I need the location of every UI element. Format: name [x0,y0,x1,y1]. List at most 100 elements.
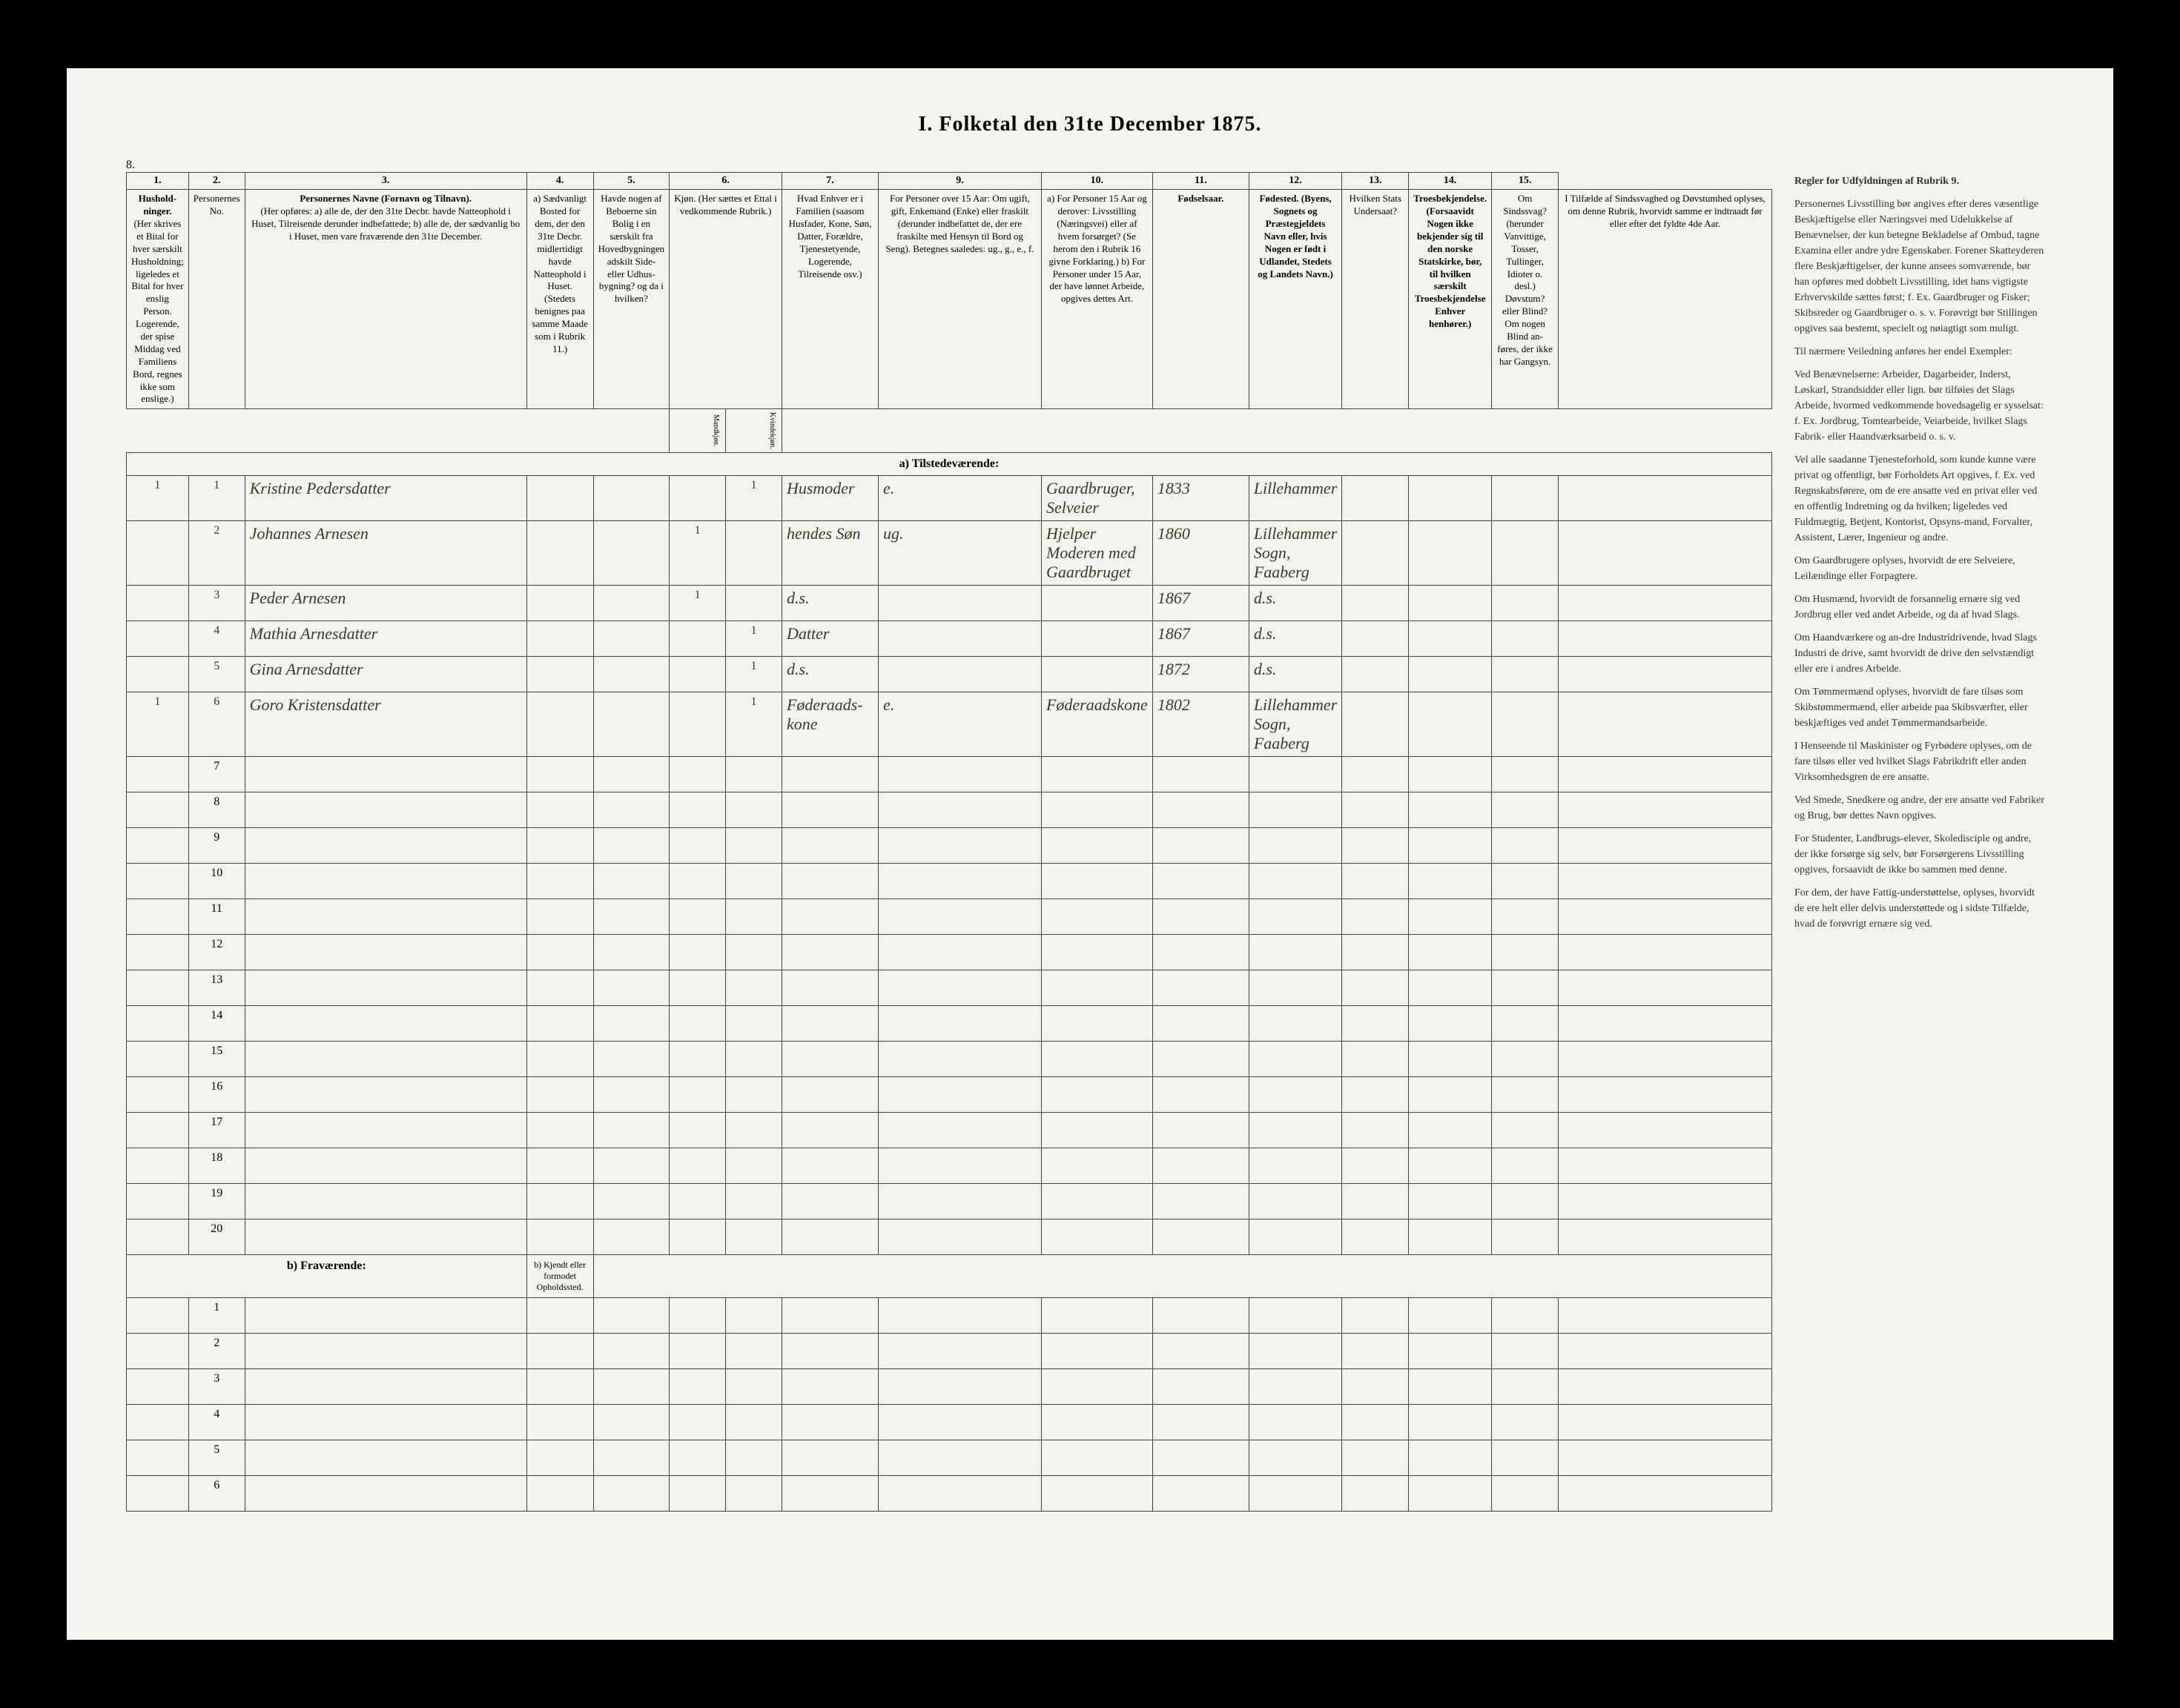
cell-personno: 6 [188,692,245,757]
cell-male: 1 [670,521,726,586]
column-number-row: 1. 2. 3. 4. 5. 6. 7. 9. 10. 11. 12. 13. … [127,173,1772,190]
cell-year: 1860 [1152,521,1249,586]
cell-personno: 3 [188,1369,245,1405]
cell-personno: 4 [188,1405,245,1440]
table-row: 10 [127,864,1772,899]
cell-c15 [1559,521,1772,586]
cell-c12 [1342,586,1409,621]
cell-female: 1 [726,692,782,757]
table-wrap: 8. 1. 2. 3. 4. 5. 6. 7. 9. 10. 11. 12. 1… [126,159,1772,1512]
cell-personno: 12 [188,935,245,970]
colnum: 14. [1409,173,1492,190]
cell-household [127,621,189,657]
header-c11: Fødested. (Byens, Sognets og Præstegjeld… [1249,190,1341,409]
table-row: 18 [127,1148,1772,1184]
cell-year: 1802 [1152,692,1249,757]
section-present: a) Tilstedeværende: [127,453,1772,476]
table-row: 9 [127,828,1772,864]
table-row: 12 [127,935,1772,970]
cell-place: d.s. [1249,657,1341,692]
cell-personno: 15 [188,1042,245,1077]
cell-personno: 2 [188,521,245,586]
header-c8: For Personer over 15 Aar: Om ugift, gift… [878,190,1041,409]
cell-c14 [1492,621,1559,657]
cell-c4 [526,692,593,757]
cell-personno: 4 [188,621,245,657]
data-rows: 11Kristine Pedersdatter1Husmodere.Gaardb… [127,476,1772,757]
cell-place: Lillehammer Sogn, Faaberg [1249,521,1341,586]
sidebar-p: Ved Smede, Snedkere og andre, der ere an… [1794,792,2047,824]
table-row: 3Peder Arnesen1d.s.1867d.s. [127,586,1772,621]
cell-occupation [1041,657,1152,692]
cell-c14 [1492,692,1559,757]
cell-occupation [1041,621,1152,657]
cell-name: Johannes Arnesen [245,521,526,586]
cell-name: Peder Arnesen [245,586,526,621]
cell-male [670,692,726,757]
cell-c14 [1492,657,1559,692]
cell-female [726,521,782,586]
cell-female [726,586,782,621]
cell-place: d.s. [1249,621,1341,657]
cell-c5 [593,521,670,586]
cell-c5 [593,692,670,757]
cell-family: Husmoder [782,476,878,521]
cell-c12 [1342,621,1409,657]
colnum: 10. [1041,173,1152,190]
cell-c12 [1342,476,1409,521]
cell-c13 [1409,692,1492,757]
table-row: 16 [127,1077,1772,1113]
table-row: 15 [127,1042,1772,1077]
colnum: 6. [670,173,782,190]
cell-c14 [1492,476,1559,521]
sidebar-p: Om Haandværkere og an-dre Industridriven… [1794,630,2047,677]
sidebar-p: Personernes Livsstilling bør angives eft… [1794,196,2047,337]
cell-female: 1 [726,621,782,657]
header-c3: Personernes Navne (Fornavn og Tilnavn).(… [245,190,526,409]
colnum: 5. [593,173,670,190]
rules-sidebar: Regler for Udfyldningen af Rubrik 9. Per… [1787,159,2054,1512]
cell-c4 [526,621,593,657]
main-area: 8. 1. 2. 3. 4. 5. 6. 7. 9. 10. 11. 12. 1… [126,159,2054,1512]
cell-c13 [1409,586,1492,621]
cell-family: hendes Søn [782,521,878,586]
cell-name: Gina Arnesdatter [245,657,526,692]
cell-household: 1 [127,692,189,757]
colnum: 13. [1342,173,1409,190]
cell-place: d.s. [1249,586,1341,621]
sidebar-p: Om Tømmermænd oplyses, hvorvidt de fare … [1794,684,2047,731]
cell-household: 1 [127,476,189,521]
table-row: 20 [127,1219,1772,1255]
table-row: 17 [127,1113,1772,1148]
cell-name: Mathia Arnesdatter [245,621,526,657]
table-row: 14 [127,1006,1772,1042]
cell-personno: 5 [188,1440,245,1476]
colnum: 4. [526,173,593,190]
page-title: I. Folketal den 31te December 1875. [126,113,2054,136]
cell-civil [878,657,1041,692]
cell-c15 [1559,586,1772,621]
cell-civil: ug. [878,521,1041,586]
cell-place: Lillehammer Sogn, Faaberg [1249,692,1341,757]
header-c9: a) For Personer 15 Aar og derover: Livss… [1041,190,1152,409]
cell-year: 1833 [1152,476,1249,521]
cell-personno: 9 [188,828,245,864]
table-row: 2Johannes Arnesen1hendes Sønug.Hjelper M… [127,521,1772,586]
colnum: 12. [1249,173,1341,190]
cell-personno: 1 [188,476,245,521]
header-c6: Kjøn. (Her sættes et Ettal i vedkommende… [670,190,782,409]
table-row: 11 [127,899,1772,935]
cell-family: Datter [782,621,878,657]
cell-personno: 17 [188,1113,245,1148]
cell-female: 1 [726,657,782,692]
cell-name: Kristine Pedersdatter [245,476,526,521]
cell-c12 [1342,521,1409,586]
header-c12: Hvilken Stats Undersaat? [1342,190,1409,409]
census-table: 1. 2. 3. 4. 5. 6. 7. 9. 10. 11. 12. 13. … [126,172,1772,1512]
cell-c15 [1559,692,1772,757]
colnum: 15. [1492,173,1559,190]
sidebar-p: Om Husmænd, hvorvidt de forsannelig ernæ… [1794,592,2047,623]
sidebar-p: Om Gaardbrugere oplyses, hvorvidt de ere… [1794,553,2047,584]
cell-male [670,621,726,657]
cell-c13 [1409,657,1492,692]
